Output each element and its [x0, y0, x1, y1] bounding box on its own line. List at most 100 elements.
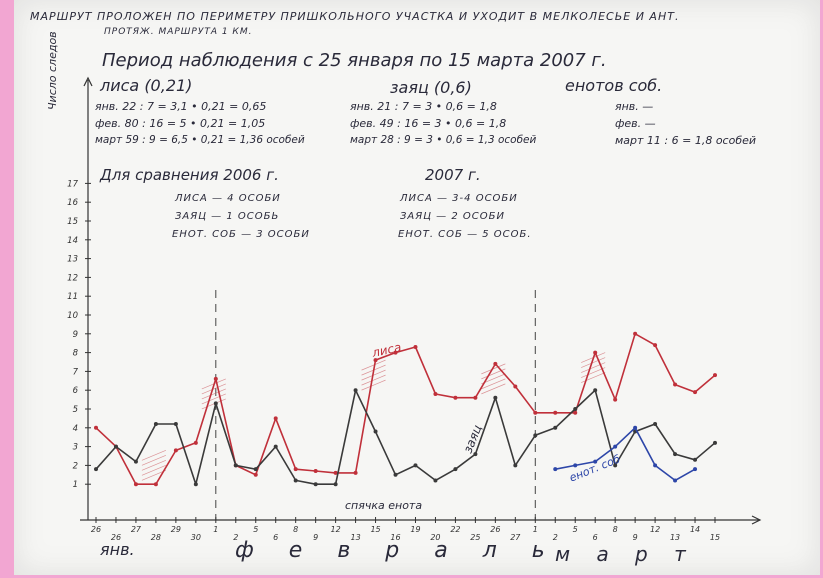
- hatch-3-1: [581, 357, 606, 368]
- point-0-19: [473, 395, 478, 400]
- hatch-0-1: [201, 383, 226, 395]
- point-0-5: [193, 440, 198, 445]
- series-line-2: [555, 427, 696, 482]
- month-feb: ф е в р а л ь: [235, 538, 559, 563]
- point-0-28: [653, 343, 658, 348]
- point-0-8: [253, 472, 258, 477]
- point-1-13: [353, 388, 358, 393]
- point-2-1: [573, 463, 578, 468]
- x-tick-label-11: 9: [313, 533, 318, 542]
- c2007-hare: ЗАЯЦ — 2 ОСОБИ: [400, 211, 505, 222]
- x-tick-label-23: 2: [553, 533, 558, 542]
- hatch-1-3: [361, 374, 386, 386]
- point-0-15: [393, 350, 398, 355]
- c2006-fox: ЛИСА — 4 ОСОБИ: [175, 193, 281, 204]
- x-tick-label-31: 15: [710, 533, 720, 542]
- hatch-2-4: [481, 383, 506, 395]
- hatch-4-2: [141, 460, 167, 471]
- point-2-7: [693, 467, 698, 472]
- point-1-3: [153, 422, 158, 427]
- point-0-0: [94, 425, 98, 430]
- hare-mar: март 28 : 9 = 3 • 0,6 = 1,3 особей: [350, 134, 537, 146]
- rac-jan: янв. —: [615, 100, 654, 113]
- y-tick-label-2: 2: [73, 461, 78, 471]
- series-lines: [94, 331, 717, 487]
- hatch-0-2: [201, 388, 226, 400]
- y-tick-label-5: 5: [73, 405, 78, 415]
- y-tick-label-10: 10: [67, 311, 78, 321]
- point-0-17: [433, 391, 438, 396]
- point-1-29: [673, 452, 678, 457]
- y-tick-label-4: 4: [73, 424, 78, 434]
- point-0-31: [713, 373, 717, 378]
- x-tick-label-1: 26: [111, 533, 121, 542]
- hare-jan: янв. 21 : 7 = 3 • 0,6 = 1,8: [350, 100, 497, 113]
- point-0-2: [133, 482, 138, 487]
- y-axis-title: Число следов: [46, 31, 59, 110]
- y-tick-label-11: 11: [67, 292, 78, 302]
- route-note-line2: ПРОТЯЖ. МАРШРУТА 1 КМ.: [104, 27, 253, 37]
- rac-feb: фев. —: [615, 117, 656, 130]
- c2007-rac: ЕНОТ. СОБ — 5 ОСОБ.: [398, 229, 532, 240]
- point-0-25: [593, 350, 598, 355]
- point-0-27: [633, 331, 638, 336]
- hare-feb: фев. 49 : 16 = 3 • 0,6 = 1,8: [350, 117, 507, 130]
- x-tick-label-25: 6: [593, 533, 598, 542]
- point-0-6: [213, 376, 218, 381]
- point-1-16: [413, 463, 418, 468]
- point-2-0: [553, 467, 558, 472]
- x-tick-label-4: 29: [171, 525, 181, 534]
- rac-mar: март 11 : 6 = 1,8 особей: [615, 134, 757, 147]
- point-1-7: [233, 463, 238, 468]
- x-tick-label-29: 13: [670, 533, 680, 542]
- point-1-20: [493, 395, 498, 400]
- point-1-23: [553, 425, 558, 430]
- x-tick-label-20: 26: [490, 525, 500, 534]
- point-1-28: [653, 422, 658, 427]
- hatch-1-0: [361, 359, 386, 371]
- point-1-4: [173, 422, 178, 427]
- raccoon-header: енотов соб.: [565, 76, 663, 95]
- compare-title: Для сравнения 2006 г.: [100, 166, 279, 184]
- point-1-14: [373, 429, 378, 434]
- point-0-30: [693, 390, 698, 395]
- y-tick-label-9: 9: [73, 330, 78, 340]
- point-1-6: [213, 401, 218, 406]
- year-2007: 2007 г.: [425, 166, 481, 184]
- point-0-16: [413, 344, 418, 349]
- x-tick-label-7: 2: [233, 533, 238, 542]
- point-1-15: [393, 472, 398, 477]
- point-1-25: [593, 388, 598, 393]
- hare-header: заяц (0,6): [390, 78, 472, 97]
- x-axis-arrow: [751, 515, 762, 525]
- point-2-5: [653, 463, 658, 468]
- route-note-line1: МАРШРУТ ПРОЛОЖЕН ПО ПЕРИМЕТРУ ПРИШКОЛЬНО…: [30, 10, 680, 23]
- fox-jan: янв. 22 : 7 = 3,1 • 0,21 = 0,65: [95, 100, 267, 113]
- point-1-31: [713, 440, 717, 445]
- point-2-6: [673, 478, 678, 483]
- x-tick-label-13: 13: [350, 533, 360, 542]
- point-0-20: [493, 361, 498, 366]
- hatch-4-4: [141, 470, 167, 481]
- hatch-4-3: [141, 465, 167, 476]
- x-tick-label-24: 5: [573, 525, 578, 534]
- y-tick-label-16: 16: [67, 198, 78, 208]
- x-ticks: 2626272829301256891213151619202225262712…: [91, 517, 720, 542]
- x-tick-label-14: 15: [370, 525, 380, 534]
- point-1-10: [293, 478, 298, 483]
- hatch-0-3: [201, 393, 226, 405]
- hatch-3-4: [581, 372, 606, 383]
- x-tick-label-5: 30: [191, 533, 201, 542]
- x-tick-label-21: 27: [510, 533, 521, 542]
- point-1-19: [473, 452, 478, 457]
- y-tick-label-7: 7: [73, 367, 79, 377]
- hatch-3-3: [581, 367, 606, 378]
- series-line-1: [95, 389, 716, 485]
- point-0-23: [553, 410, 558, 415]
- x-tick-label-28: 12: [650, 525, 660, 534]
- point-0-18: [453, 395, 458, 400]
- point-1-22: [533, 433, 538, 438]
- point-1-26: [613, 463, 618, 468]
